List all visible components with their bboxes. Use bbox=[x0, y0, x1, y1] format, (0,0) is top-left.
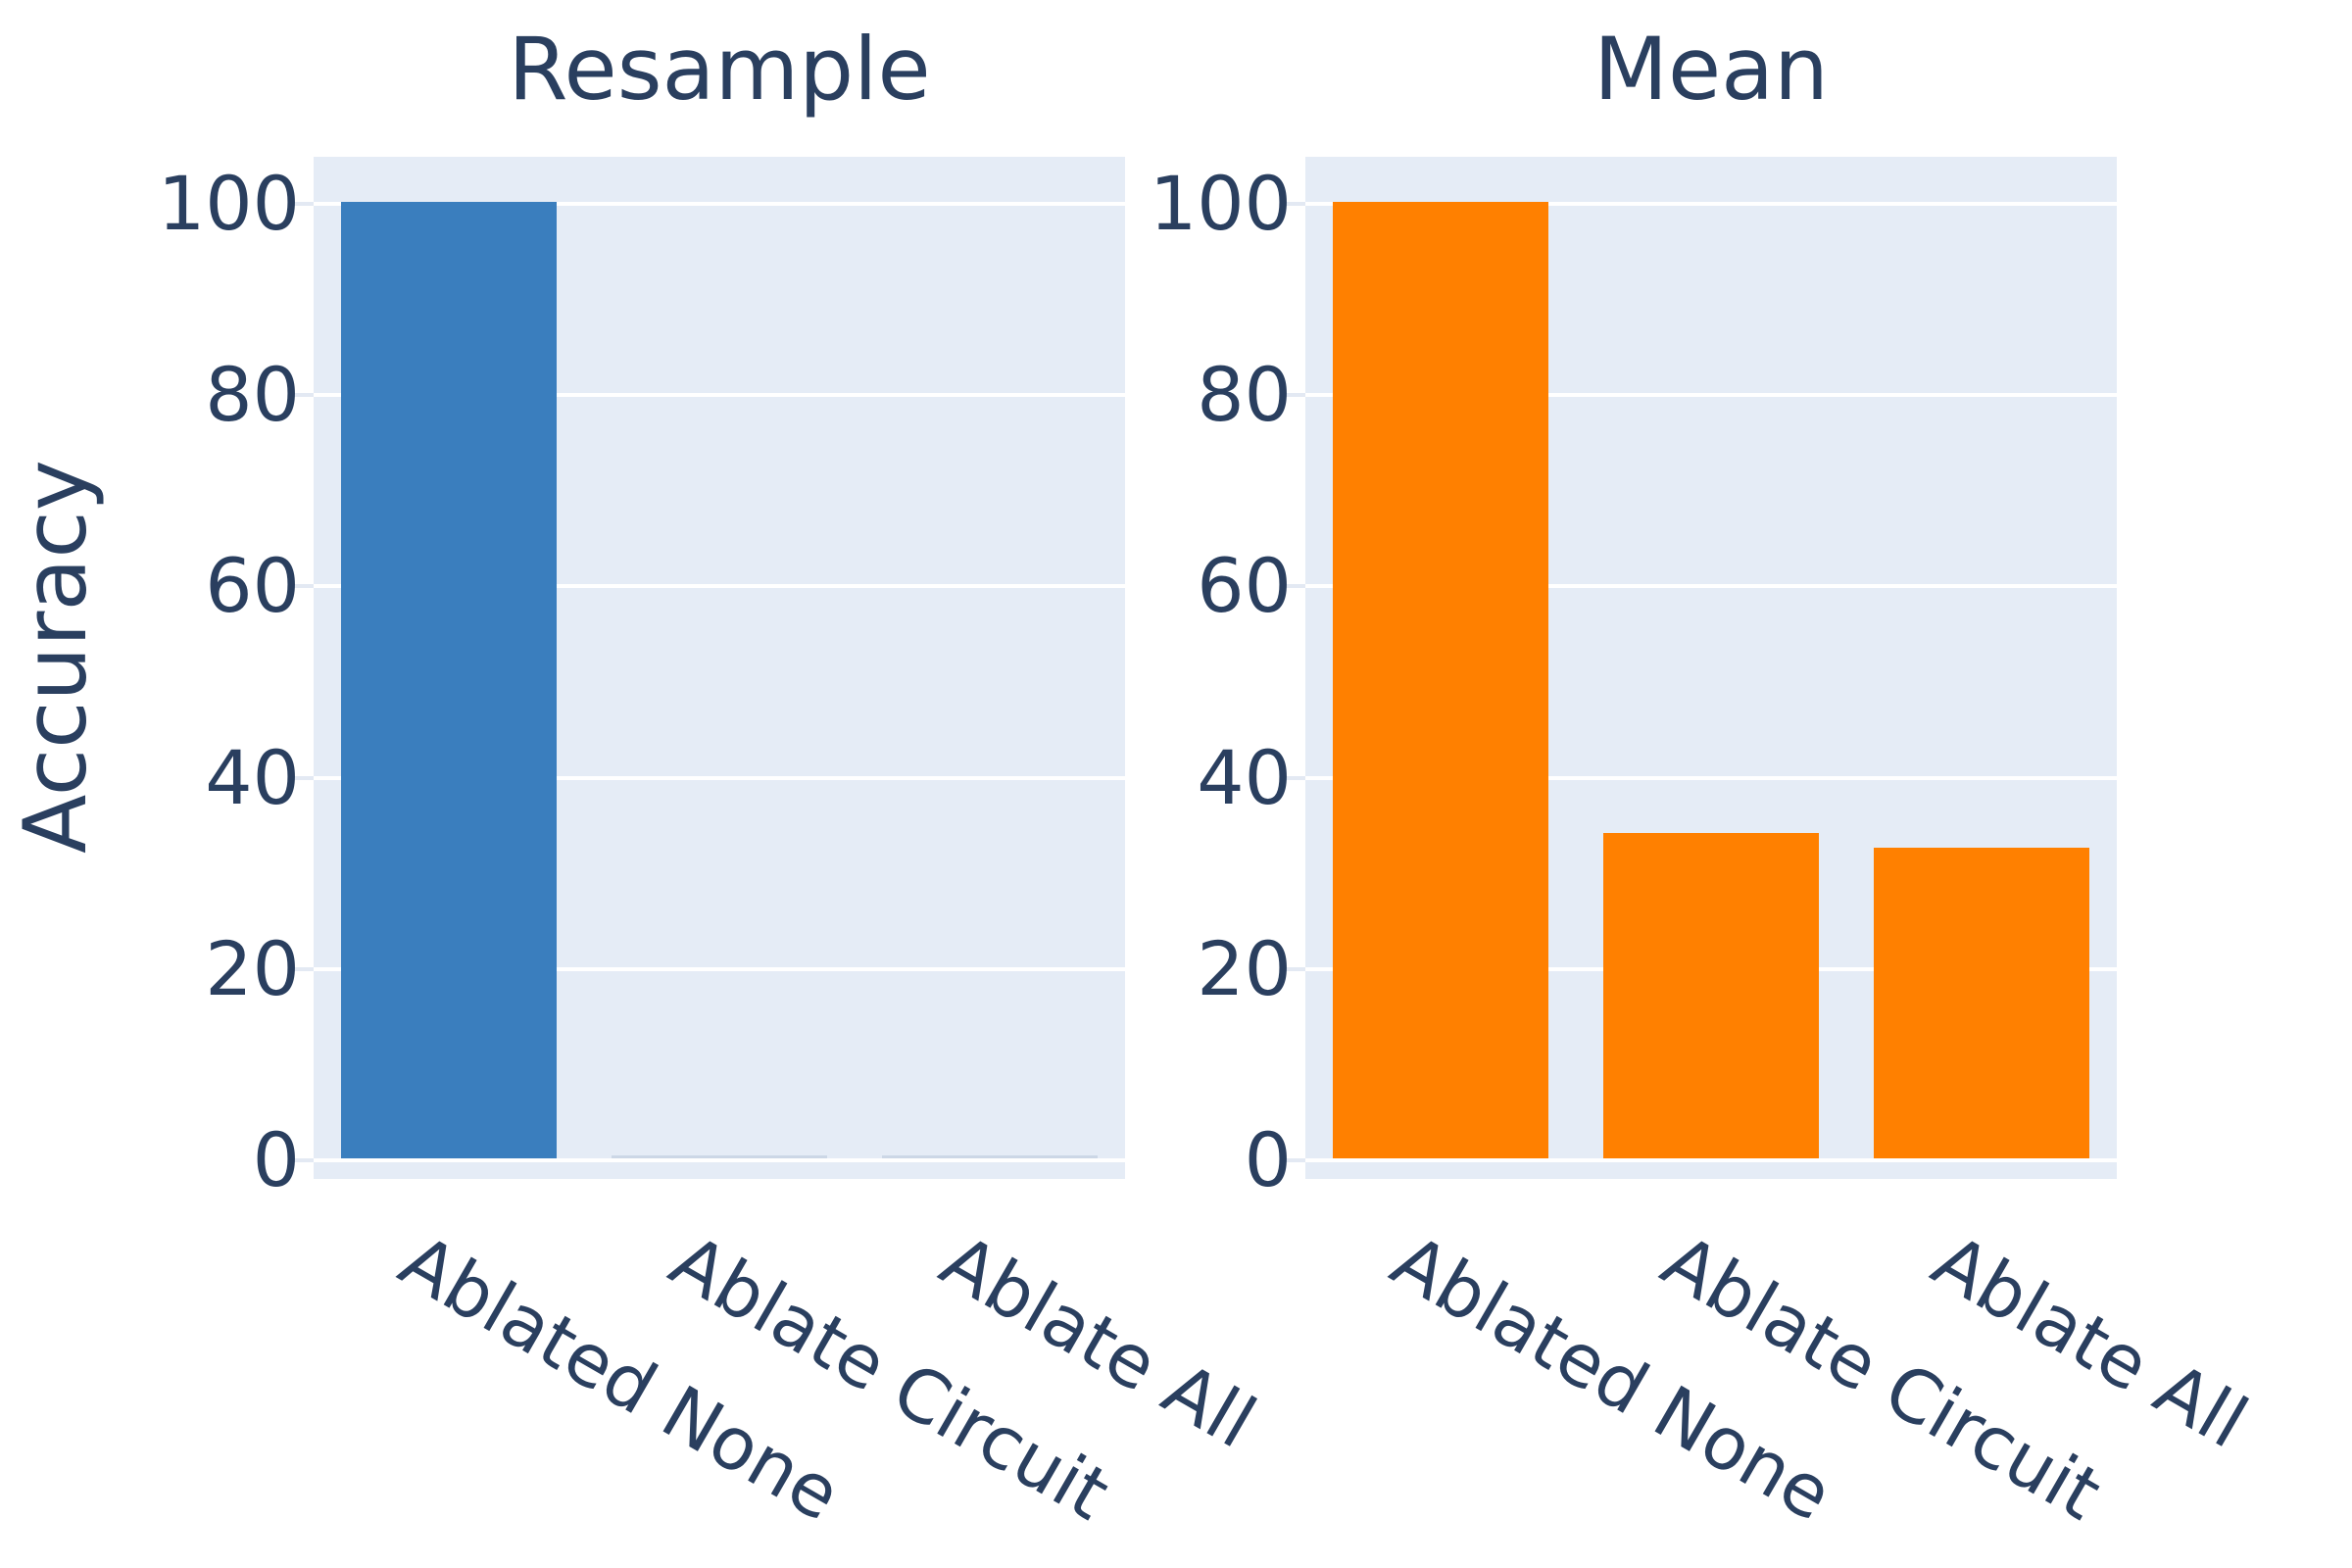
gridline-y0 bbox=[314, 1158, 1125, 1163]
gridline-y40 bbox=[314, 775, 1125, 780]
bar-ablated-none bbox=[1333, 201, 1548, 1159]
gridline-y0 bbox=[1305, 1158, 2117, 1163]
gridline-y20 bbox=[314, 967, 1125, 972]
y-tickmark bbox=[292, 393, 314, 398]
y-tick-label: 60 bbox=[1197, 542, 1292, 630]
y-tick-label: 80 bbox=[1197, 351, 1292, 439]
gridline-y80 bbox=[314, 393, 1125, 398]
bar-ablate-all bbox=[882, 1155, 1098, 1159]
y-tickmark bbox=[292, 201, 314, 206]
y-tick-label: 100 bbox=[157, 159, 300, 247]
bar-ablate-circuit bbox=[1603, 833, 1819, 1159]
y-tickmark bbox=[1284, 584, 1305, 589]
subplot-title-resample: Resample bbox=[508, 19, 931, 120]
gridline-y40 bbox=[1305, 775, 2117, 780]
y-tick-label: 20 bbox=[205, 925, 300, 1013]
bar-ablate-circuit bbox=[612, 1155, 827, 1159]
y-tickmark bbox=[1284, 201, 1305, 206]
y-tickmark bbox=[292, 1158, 314, 1163]
y-tickmark bbox=[1284, 967, 1305, 972]
gridline-y80 bbox=[1305, 393, 2117, 398]
y-tick-label: 80 bbox=[205, 351, 300, 439]
gridline-y60 bbox=[314, 584, 1125, 589]
y-tickmark bbox=[292, 775, 314, 780]
y-axis-title: Accuracy bbox=[5, 460, 106, 854]
y-tick-label: 20 bbox=[1197, 925, 1292, 1013]
gridline-y100 bbox=[314, 201, 1125, 206]
y-tickmark bbox=[292, 584, 314, 589]
y-tickmark bbox=[1284, 393, 1305, 398]
subplot-title-mean: Mean bbox=[1593, 19, 1829, 120]
y-tick-label: 0 bbox=[1244, 1116, 1292, 1204]
y-tickmark bbox=[1284, 1158, 1305, 1163]
gridline-y100 bbox=[1305, 201, 2117, 206]
y-tickmark bbox=[1284, 775, 1305, 780]
gridline-y60 bbox=[1305, 584, 2117, 589]
y-tick-label: 40 bbox=[1197, 733, 1292, 821]
y-tick-label: 0 bbox=[252, 1116, 300, 1204]
y-tickmark bbox=[292, 967, 314, 972]
y-tick-label: 40 bbox=[205, 733, 300, 821]
y-tick-label: 60 bbox=[205, 542, 300, 630]
bar-ablated-none bbox=[341, 201, 557, 1159]
y-tick-label: 100 bbox=[1149, 159, 1292, 247]
bar-ablate-all bbox=[1874, 848, 2089, 1159]
